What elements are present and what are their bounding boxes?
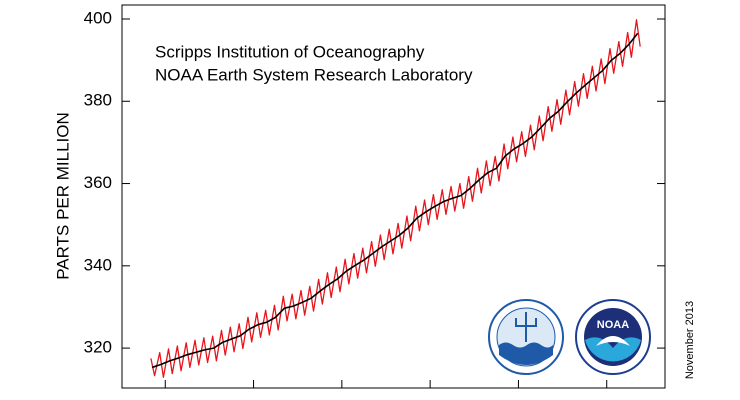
y-tick-label: 380 bbox=[84, 91, 112, 110]
date-note: November 2013 bbox=[684, 301, 696, 379]
plot-frame bbox=[121, 4, 666, 389]
noaa-logo: NOAA bbox=[575, 299, 651, 375]
annotation: Scripps Institution of Oceanography bbox=[155, 42, 425, 61]
y-tick-label: 320 bbox=[84, 338, 112, 357]
svg-text:NOAA: NOAA bbox=[597, 319, 629, 331]
scripps-logo bbox=[488, 299, 564, 375]
y-tick-label: 340 bbox=[84, 255, 112, 274]
y-tick-label: 400 bbox=[84, 8, 112, 27]
annotation: NOAA Earth System Research Laboratory bbox=[155, 65, 473, 84]
y-axis-label: PARTS PER MILLION bbox=[53, 112, 72, 280]
data-line bbox=[151, 32, 639, 369]
y-tick-label: 360 bbox=[84, 173, 112, 192]
